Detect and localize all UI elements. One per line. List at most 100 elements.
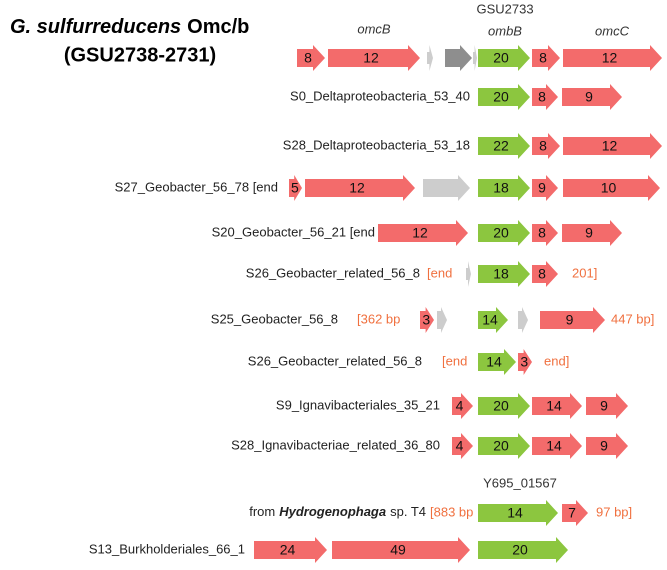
title: G. sulfurreducens Omc/b xyxy=(10,16,249,38)
flank-label: 201] xyxy=(572,265,597,280)
gene-number: 12 xyxy=(412,225,428,241)
gene-number: 20 xyxy=(493,50,509,66)
gene-number: 14 xyxy=(507,505,523,521)
gene-arrow xyxy=(478,433,530,459)
gene-arrow xyxy=(254,537,327,563)
gene-arrow xyxy=(532,45,560,71)
gene-number: 9 xyxy=(600,438,608,454)
row-label: S26_Geobacter_related_56_8 xyxy=(248,353,422,368)
flank-label: 97 bp] xyxy=(596,504,632,519)
label-suffix: sp. T4 xyxy=(390,504,426,519)
gene-arrow xyxy=(473,45,477,71)
gene-arrow xyxy=(378,220,468,246)
gene-arrow xyxy=(563,45,662,71)
gene-arrow xyxy=(540,307,605,333)
gene-label: Y695_01567 xyxy=(483,475,557,490)
gene-arrow xyxy=(532,261,558,287)
gene-number: 5 xyxy=(291,180,299,196)
gene-arrow xyxy=(452,393,473,419)
gene-arrow xyxy=(445,45,472,71)
row-label: S13_Burkholderiales_66_1 xyxy=(89,541,245,556)
gene-number: 14 xyxy=(546,398,562,414)
gene-label: omcB xyxy=(357,21,391,36)
gene-arrow xyxy=(478,45,530,71)
gene-arrow xyxy=(305,175,415,201)
gene-number: 7 xyxy=(568,505,576,521)
row-label: S9_Ignavibacteriales_35_21 xyxy=(276,397,440,412)
subtitle: (GSU2738-2731) xyxy=(64,44,216,66)
gene-arrow xyxy=(420,307,434,333)
gene-arrow xyxy=(563,133,662,159)
gene-number: 4 xyxy=(456,398,464,414)
gene-arrow xyxy=(563,175,660,201)
row-label: from Hydrogenophaga sp. T4 xyxy=(249,504,426,519)
row-label: S20_Geobacter_56_21 [end xyxy=(212,224,375,239)
gene-arrow xyxy=(478,393,530,419)
gene-label: ombB xyxy=(488,23,522,38)
gene-arrow xyxy=(427,45,433,71)
gene-arrow xyxy=(332,537,470,563)
gene-arrow xyxy=(466,261,471,287)
gene-number: 14 xyxy=(546,438,562,454)
gene-arrow xyxy=(297,45,325,71)
gene-arrow xyxy=(518,349,532,375)
row-label: S28_Deltaproteobacteria_53_18 xyxy=(283,137,470,152)
flank-label: [end xyxy=(427,265,452,280)
gene-arrow xyxy=(562,500,588,526)
gene-number: 12 xyxy=(602,50,618,66)
gene-arrow xyxy=(328,45,420,71)
gene-arrow xyxy=(586,393,628,419)
gene-arrow xyxy=(478,261,530,287)
gene-arrow xyxy=(478,175,530,201)
gene-arrow xyxy=(437,307,447,333)
flank-label: [362 bp xyxy=(357,311,400,326)
gene-arrow xyxy=(423,175,470,201)
gene-arrow xyxy=(289,175,302,201)
gene-number: 20 xyxy=(493,398,509,414)
row-label: S26_Geobacter_related_56_8 xyxy=(246,265,420,280)
gene-number: 22 xyxy=(493,138,509,154)
gene-arrow xyxy=(478,220,530,246)
flank-label: 447 bp] xyxy=(611,311,654,326)
gene-number: 9 xyxy=(566,312,574,328)
gene-number: 12 xyxy=(363,50,379,66)
gene-number: 9 xyxy=(538,180,546,196)
gene-number: 20 xyxy=(493,89,509,105)
gene-label: omcC xyxy=(595,23,630,38)
gene-label: GSU2733 xyxy=(476,1,533,16)
label-prefix: from xyxy=(249,504,275,519)
gene-arrow xyxy=(478,133,530,159)
gene-arrow xyxy=(478,307,508,333)
gene-arrow xyxy=(532,84,558,110)
gene-number: 8 xyxy=(304,50,312,66)
gene-number: 8 xyxy=(538,266,546,282)
gene-number: 8 xyxy=(539,138,547,154)
gene-number: 9 xyxy=(585,89,593,105)
gene-number: 20 xyxy=(493,225,509,241)
gene-arrow xyxy=(478,537,568,563)
title-italic: G. sulfurreducens xyxy=(10,16,181,38)
gene-arrow xyxy=(532,393,582,419)
gene-number: 8 xyxy=(538,89,546,105)
gene-number: 10 xyxy=(601,180,617,196)
gene-number: 20 xyxy=(512,542,528,558)
row-label: S0_Deltaproteobacteria_53_40 xyxy=(290,88,470,103)
gene-number: 12 xyxy=(349,180,365,196)
gene-number: 8 xyxy=(539,50,547,66)
flank-label: [end xyxy=(442,353,467,368)
gene-number: 49 xyxy=(390,542,406,558)
gene-number: 3 xyxy=(520,354,528,370)
gene-arrow xyxy=(532,133,560,159)
gene-number: 12 xyxy=(602,138,618,154)
gene-arrow xyxy=(532,220,558,246)
gene-arrow xyxy=(532,433,582,459)
gene-number: 9 xyxy=(600,398,608,414)
flank-label: [883 bp xyxy=(430,504,473,519)
gene-number: 18 xyxy=(493,266,509,282)
gene-number: 4 xyxy=(456,438,464,454)
label-italic: Hydrogenophaga xyxy=(279,504,386,519)
gene-arrow xyxy=(478,500,558,526)
gene-arrow xyxy=(452,433,473,459)
row-label: S25_Geobacter_56_8 xyxy=(211,311,338,326)
